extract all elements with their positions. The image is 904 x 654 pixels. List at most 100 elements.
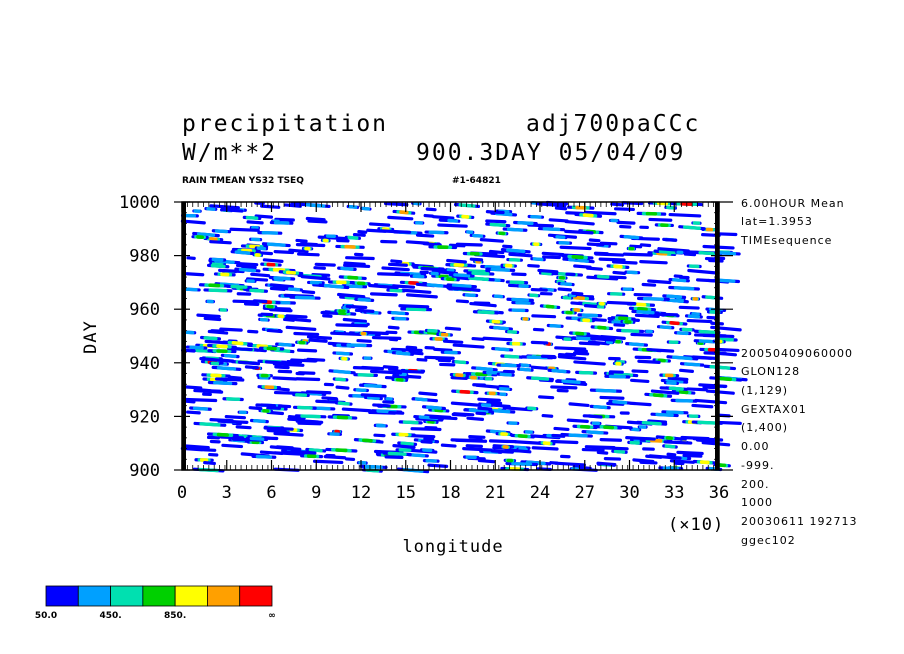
- precip-streak: [313, 266, 326, 270]
- precip-streak: [680, 435, 710, 441]
- precip-streak: [295, 238, 308, 243]
- precip-streak: [247, 329, 259, 334]
- precip-streak: [573, 360, 606, 366]
- precip-streak: [312, 459, 344, 465]
- precip-streak: [572, 465, 592, 470]
- precip-streak-core: [511, 297, 530, 302]
- precip-streak-core: [494, 347, 510, 352]
- precip-streak: [196, 313, 221, 319]
- precip-streak-core: [451, 283, 472, 289]
- precip-streak-core: [214, 229, 229, 234]
- precip-streak-core: [305, 203, 326, 208]
- precip-streak-core: [475, 366, 494, 372]
- precip-streak: [237, 360, 261, 366]
- precip-streak: [405, 345, 418, 350]
- axis-ticks: 0 3 6 9 12 15 18 21 24 27 30 33 36900920940960980100…: [119, 193, 733, 503]
- precip-streak: [259, 403, 277, 408]
- precip-streak: [686, 318, 713, 324]
- precip-streak: [668, 212, 702, 218]
- precip-streak: [550, 439, 579, 445]
- precip-streak-core: [664, 444, 676, 449]
- title-left: precipitation: [182, 111, 388, 137]
- precip-streak-peak: [427, 330, 438, 335]
- precip-streak: [586, 266, 603, 271]
- precip-streak: [599, 395, 625, 400]
- precip-streak-core: [490, 267, 510, 272]
- precip-streak: [354, 308, 375, 314]
- precip-streak: [679, 368, 694, 373]
- precip-cells: [180, 200, 748, 474]
- y-tick-label: 920: [129, 407, 160, 427]
- precip-streak-peak: [669, 321, 680, 326]
- precip-streak-core: [266, 242, 286, 247]
- precip-streak-peak: [597, 325, 607, 330]
- precip-streak: [415, 233, 435, 238]
- x-tick-label: 21: [485, 483, 505, 503]
- precip-streak: [203, 316, 222, 322]
- precip-streak-core: [709, 365, 731, 370]
- precip-streak: [401, 288, 432, 294]
- precip-streak: [588, 238, 601, 243]
- precip-streak: [343, 261, 366, 266]
- precip-streak-core: [551, 368, 567, 374]
- precip-streak: [273, 431, 304, 437]
- precip-streak: [388, 262, 408, 267]
- precip-streak-core: [595, 388, 617, 393]
- x-tick-label: 9: [311, 483, 321, 503]
- precip-streak: [387, 215, 414, 221]
- precip-streak-core: [213, 381, 233, 386]
- precip-streak: [295, 377, 321, 382]
- precip-streak-core: [196, 232, 216, 237]
- precip-streak: [182, 444, 210, 450]
- precip-streak: [248, 406, 263, 411]
- precip-streak: [431, 269, 459, 276]
- precip-streak-core: [323, 283, 344, 289]
- precip-streak-core: [489, 222, 507, 228]
- precip-streak-core: [568, 257, 589, 263]
- precip-streak-core: [402, 420, 419, 425]
- precip-streak: [437, 223, 468, 228]
- precip-streak: [416, 357, 428, 362]
- precip-streak-core: [308, 448, 323, 453]
- info-line-10: -999.: [741, 459, 774, 472]
- precip-streak: [490, 449, 514, 454]
- precip-streak: [185, 272, 205, 277]
- precip-streak: [669, 459, 696, 464]
- precip-streak-peak: [216, 344, 228, 349]
- info-line-5: GLON128: [741, 365, 800, 378]
- precip-streak-peak: [231, 341, 244, 346]
- precip-streak: [477, 406, 493, 411]
- info-line-8: (1,400): [741, 421, 788, 434]
- precip-streak: [706, 389, 735, 395]
- precip-streak: [244, 365, 259, 370]
- precip-streak-core: [718, 278, 736, 283]
- precip-streak: [263, 426, 294, 431]
- precip-streak: [341, 407, 372, 413]
- precip-streak: [294, 318, 312, 323]
- precip-streak: [182, 385, 203, 390]
- precip-streak: [183, 399, 196, 404]
- precip-streak: [678, 305, 700, 310]
- precip-streak: [634, 313, 660, 319]
- precip-streak: [323, 455, 347, 460]
- precip-streak-core: [668, 386, 684, 391]
- precip-streak: [616, 220, 636, 225]
- precip-streak: [427, 463, 449, 468]
- precip-streak: [254, 250, 274, 256]
- precip-streak: [606, 401, 625, 406]
- precip-streak-core: [684, 362, 701, 367]
- precip-streak-core: [672, 278, 687, 283]
- precip-streak: [466, 416, 485, 421]
- precip-streak-core: [189, 345, 204, 350]
- precip-streak-core: [498, 387, 510, 391]
- precip-streak: [632, 458, 655, 464]
- precip-streak: [335, 323, 369, 328]
- precip-streak-peak: [652, 393, 664, 398]
- precip-streak: [455, 299, 470, 304]
- precip-streak: [420, 266, 447, 272]
- precip-streak: [392, 373, 422, 379]
- precip-streak: [639, 260, 668, 265]
- x-tick-label: 33: [664, 483, 684, 503]
- precip-streak: [468, 434, 486, 439]
- y-tick-label: 960: [129, 300, 160, 320]
